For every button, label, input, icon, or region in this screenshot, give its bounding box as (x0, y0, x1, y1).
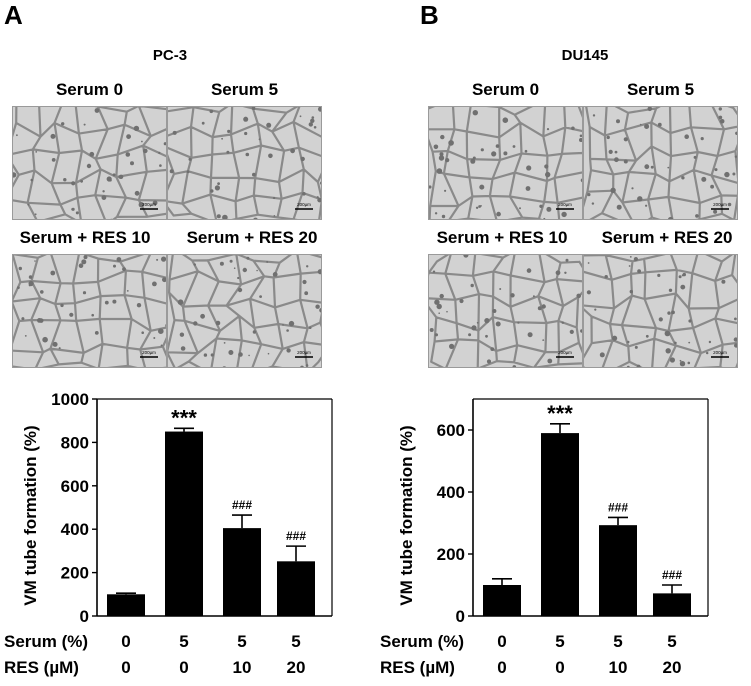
micrograph-b-res10: 200µm (428, 254, 583, 368)
scale-bar-label: 200µm (558, 202, 572, 207)
pc3-res-value-3: 20 (287, 658, 306, 677)
pc3-serum-value-2: 5 (237, 632, 246, 651)
pc3-serum-row-label: Serum (%) (4, 632, 88, 651)
pc3-y-tick-label: 0 (80, 607, 89, 626)
pc3-annotation-3: ### (286, 529, 306, 543)
micrograph-b-serum0: 200µm (428, 106, 583, 220)
pc3-annotation-1: *** (171, 405, 197, 430)
scale-bar-label: 200µm (558, 350, 572, 355)
du145-res-value-2: 10 (609, 658, 628, 677)
du145-annotation-2: ### (608, 500, 628, 514)
du145-serum-value-3: 5 (667, 632, 676, 651)
du145-annotation-1: *** (547, 401, 573, 426)
du145-y-tick-label: 0 (456, 607, 465, 626)
du145-serum-value-2: 5 (613, 632, 622, 651)
du145-res-value-3: 20 (663, 658, 682, 677)
pc3-serum-value-1: 5 (179, 632, 188, 651)
pc3-serum-value-0: 0 (121, 632, 130, 651)
du145-serum-value-0: 0 (497, 632, 506, 651)
image-label-a-res10: Serum + RES 10 (19, 228, 151, 247)
du145-res-row-label: RES (µM) (380, 658, 455, 677)
image-label-b-serum0: Serum 0 (471, 80, 540, 99)
scale-bar-label: 200µm (142, 202, 156, 207)
du145-y-tick-label: 600 (437, 421, 465, 440)
image-label-a-serum5: Serum 5 (210, 80, 279, 99)
du145-y-axis-title: VM tube formation (%) (397, 425, 416, 605)
pc3-annotation-2: ### (232, 498, 252, 512)
du145-serum-value-1: 5 (555, 632, 564, 651)
scale-bar-label: 200µm (713, 202, 727, 207)
pc3-y-tick-label: 600 (61, 477, 89, 496)
cell-line-title-a: PC-3 (152, 47, 188, 64)
pc3-bar-1 (165, 431, 203, 616)
scale-bar-label: 200µm (297, 350, 311, 355)
pc3-y-tick-label: 400 (61, 520, 89, 539)
du145-annotation-3: ### (662, 568, 682, 582)
image-label-b-res10: Serum + RES 10 (436, 228, 568, 247)
panel-letter-a: A (4, 0, 23, 30)
pc3-serum-value-3: 5 (291, 632, 300, 651)
du145-serum-row-label: Serum (%) (380, 632, 464, 651)
pc3-res-row-label: RES (µM) (4, 658, 79, 677)
pc3-bar-2 (223, 528, 261, 616)
pc3-res-value-0: 0 (121, 658, 130, 677)
du145-y-tick-label: 400 (437, 483, 465, 502)
pc3-y-tick-label: 800 (61, 433, 89, 452)
pc3-res-value-2: 10 (233, 658, 252, 677)
du145-res-value-0: 0 (497, 658, 506, 677)
image-label-a-serum0: Serum 0 (55, 80, 124, 99)
scale-bar-label: 200µm (713, 350, 727, 355)
pc3-y-tick-label: 200 (61, 564, 89, 583)
scale-bar-label: 200µm (297, 202, 311, 207)
image-label-b-res20: Serum + RES 20 (601, 228, 733, 247)
image-label-b-serum5: Serum 5 (626, 80, 695, 99)
du145-bar-0 (483, 585, 521, 616)
du145-y-tick-label: 200 (437, 545, 465, 564)
micrograph-a-serum5: 200µm (167, 106, 322, 220)
pc3-y-tick-label: 1000 (51, 390, 89, 409)
image-label-a-res20: Serum + RES 20 (186, 228, 318, 247)
pc3-bar-0 (107, 594, 145, 616)
pc3-y-axis-title: VM tube formation (%) (21, 425, 40, 605)
micrograph-a-res20: 200µm (167, 254, 322, 368)
pc3-res-value-1: 0 (179, 658, 188, 677)
micrograph-b-serum5: 200µm (583, 106, 738, 220)
du145-bar-1 (541, 433, 579, 616)
du145-bar-3 (653, 593, 691, 616)
micrograph-b-res20: 200µm (583, 254, 738, 368)
panel-letter-b: B (420, 0, 439, 30)
cell-line-title-b: DU145 (561, 47, 609, 64)
du145-bar-2 (599, 525, 637, 616)
micrograph-a-res10: 200µm (12, 254, 167, 368)
pc3-bar-3 (277, 561, 315, 616)
scale-bar-label: 200µm (142, 350, 156, 355)
du145-res-value-1: 0 (555, 658, 564, 677)
micrograph-a-serum0: 200µm (12, 106, 167, 220)
